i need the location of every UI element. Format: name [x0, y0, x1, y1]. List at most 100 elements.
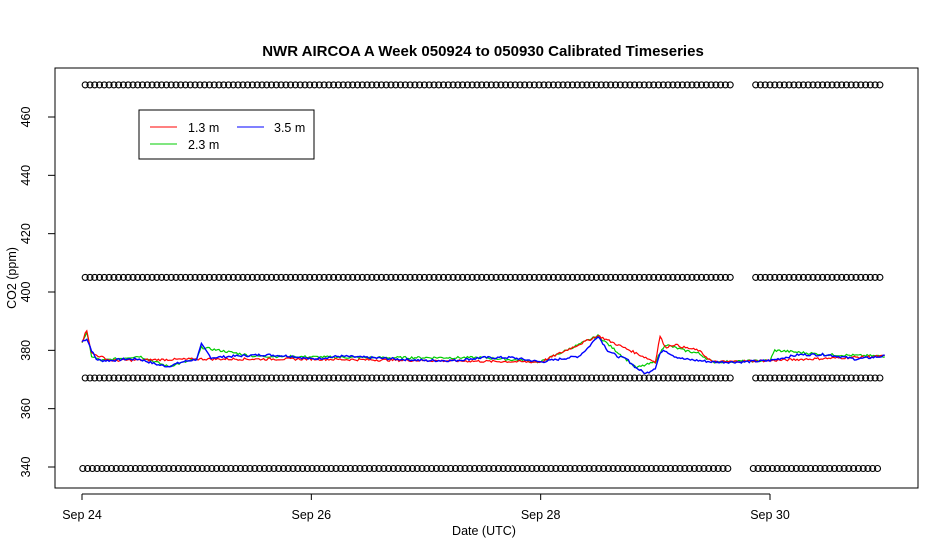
marker-row-3-point — [705, 464, 713, 473]
marker-row-0-point — [401, 81, 409, 89]
marker-row-0-point — [559, 81, 567, 89]
marker-row-3-point — [504, 464, 512, 473]
marker-row-2-point — [181, 374, 190, 382]
marker-row-0-point — [325, 81, 333, 89]
marker-row-0-point — [549, 81, 557, 89]
marker-row-2-point — [654, 374, 663, 382]
marker-row-1-point — [401, 273, 409, 281]
marker-row-2-point — [726, 374, 734, 382]
marker-row-1-point — [177, 273, 185, 281]
marker-row-2-point — [86, 374, 94, 382]
marker-row-0-point — [795, 81, 803, 89]
marker-row-1-point — [248, 273, 256, 281]
marker-row-2-point — [201, 374, 209, 382]
marker-row-3-point — [619, 464, 627, 473]
marker-row-3-point — [432, 464, 440, 473]
marker-row-0-point — [263, 81, 271, 89]
marker-row-1-point — [814, 273, 822, 281]
marker-row-0-point — [616, 81, 624, 89]
marker-row-2-point — [449, 374, 457, 382]
marker-row-1-point — [707, 273, 715, 281]
marker-row-2-point — [406, 374, 414, 382]
marker-row-3-point — [179, 464, 187, 473]
marker-row-2-point — [607, 374, 615, 382]
marker-row-1-point — [382, 273, 390, 281]
marker-row-0-point — [86, 81, 94, 89]
marker-row-0-point — [244, 81, 252, 89]
marker-row-1-point — [124, 273, 132, 281]
marker-row-3-point — [284, 464, 292, 473]
marker-row-1-point — [191, 273, 199, 281]
marker-row-3-point — [141, 464, 149, 473]
marker-row-1-point — [158, 273, 166, 281]
marker-row-1-point — [110, 273, 118, 281]
marker-row-1-point — [554, 273, 562, 281]
marker-row-1-point — [392, 273, 400, 281]
marker-row-0-point — [645, 81, 653, 89]
marker-row-3-point — [811, 464, 819, 473]
marker-row-3-point — [523, 464, 531, 473]
marker-row-0-point — [669, 81, 677, 89]
marker-row-2-point — [435, 374, 443, 382]
marker-row-0-point — [809, 81, 817, 89]
marker-row-3-point — [146, 464, 154, 473]
marker-row-0-point — [177, 81, 185, 89]
marker-row-3-point — [184, 464, 192, 473]
marker-row-1-point — [339, 273, 347, 281]
marker-row-1-point — [602, 273, 610, 281]
marker-row-0-point — [353, 81, 362, 89]
marker-row-2-point — [143, 374, 151, 382]
marker-row-2-point — [95, 374, 104, 382]
marker-row-0-point — [435, 81, 443, 89]
marker-row-0-point — [756, 81, 764, 89]
marker-row-1-point — [349, 273, 357, 281]
marker-row-0-point — [377, 81, 385, 89]
marker-row-1-point — [795, 273, 803, 281]
marker-row-1-point — [776, 273, 784, 281]
marker-row-3-point — [213, 464, 221, 473]
marker-row-2-point — [819, 374, 827, 382]
marker-row-2-point — [392, 374, 400, 382]
marker-row-2-point — [358, 374, 366, 382]
marker-row-3-point — [552, 464, 560, 473]
marker-row-3-point — [160, 464, 168, 473]
marker-row-3-point — [657, 464, 665, 473]
marker-row-2-point — [597, 374, 605, 382]
marker-row-3-point — [499, 464, 507, 473]
marker-row-1-point — [525, 273, 534, 281]
marker-row-1-point — [119, 273, 127, 281]
marker-row-3-point — [193, 464, 202, 473]
marker-row-0-point — [444, 81, 452, 89]
marker-row-1-point — [105, 273, 113, 281]
marker-row-0-point — [717, 81, 725, 89]
marker-row-0-point — [334, 81, 342, 89]
marker-row-0-point — [411, 81, 419, 89]
marker-row-3-point — [854, 464, 862, 473]
marker-row-1-point — [86, 273, 94, 281]
marker-row-2-point — [766, 374, 774, 382]
marker-row-1-point — [138, 273, 147, 281]
marker-row-1-point — [396, 273, 405, 281]
marker-row-0-point — [847, 81, 855, 89]
marker-row-1-point — [790, 273, 798, 281]
marker-row-1-point — [847, 273, 855, 281]
marker-row-1-point — [358, 273, 366, 281]
marker-row-1-point — [664, 273, 672, 281]
x-axis: Sep 24 Sep 26 Sep 28 Sep 30 — [62, 493, 790, 522]
marker-row-1-point — [833, 273, 841, 281]
marker-row-1-point — [201, 273, 209, 281]
marker-row-2-point — [172, 374, 180, 382]
marker-row-3-point — [308, 464, 316, 473]
y-tick-label-440: 440 — [19, 165, 33, 186]
marker-row-0-point — [702, 81, 710, 89]
marker-row-2-point — [186, 374, 194, 382]
marker-row-2-point — [430, 374, 438, 382]
marker-row-2-point — [215, 374, 223, 382]
marker-row-3-point — [404, 464, 412, 473]
marker-row-0-point — [459, 81, 467, 89]
marker-row-3-point — [480, 464, 488, 473]
marker-row-0-point — [196, 81, 204, 89]
marker-row-2-point — [416, 374, 424, 382]
marker-row-1-point — [583, 273, 591, 281]
